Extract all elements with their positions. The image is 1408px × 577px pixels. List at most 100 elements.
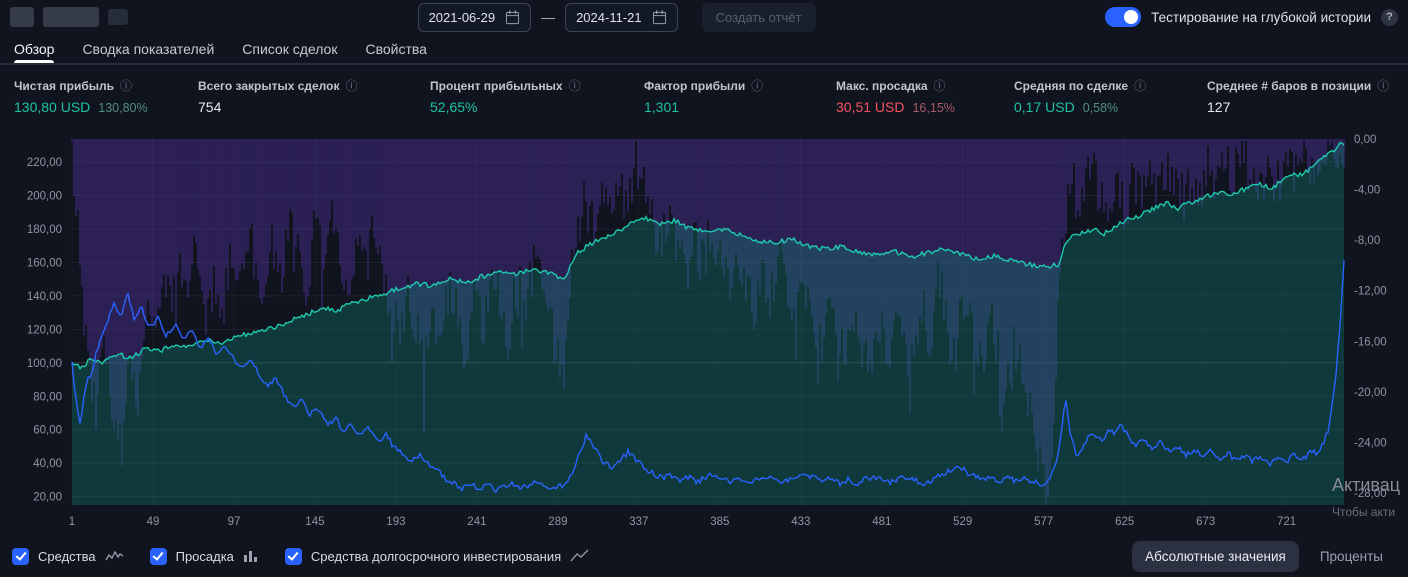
tab-trades-list[interactable]: Список сделок — [242, 34, 337, 63]
metric-profit-factor: Фактор прибыли ⓘ 1,301 — [644, 77, 836, 115]
svg-text:100,00: 100,00 — [27, 358, 62, 370]
strategy-tester-panel: 2021-06-29 — 2024-11-21 Создать отчёт Те… — [0, 0, 1408, 575]
svg-text:721: 721 — [1277, 516, 1296, 528]
absolute-values-button[interactable]: Абсолютные значения — [1132, 541, 1299, 572]
metric-value: 0,17 USD — [1014, 99, 1075, 115]
info-icon[interactable]: ⓘ — [120, 77, 132, 94]
value-mode-switch: Абсолютные значения Проценты — [1132, 541, 1396, 572]
legend-item-equity: Средства — [12, 548, 124, 565]
metric-title: Фактор прибыли — [644, 79, 745, 93]
svg-text:433: 433 — [791, 516, 810, 528]
info-icon[interactable]: ⓘ — [345, 77, 357, 94]
metric-title: Макс. просадка — [836, 79, 928, 93]
date-from-value: 2021-06-29 — [429, 10, 496, 25]
equity-chart-svg[interactable]: 220,00200,00180,00160,00140,00120,00100,… — [0, 127, 1408, 537]
metric-value: 1,301 — [644, 99, 679, 115]
metric-max-drawdown: Макс. просадка ⓘ 30,51 USD 16,15% — [836, 77, 1014, 115]
metric-secondary: 0,58% — [1083, 101, 1118, 115]
info-icon[interactable]: ⓘ — [751, 77, 763, 94]
deep-history-group: Тестирование на глубокой истории ? — [1105, 7, 1398, 27]
date-range-group: 2021-06-29 — 2024-11-21 Создать отчёт — [418, 3, 816, 32]
info-icon[interactable]: ⓘ — [569, 77, 581, 94]
svg-text:20,00: 20,00 — [33, 492, 62, 504]
topbar: 2021-06-29 — 2024-11-21 Создать отчёт Те… — [0, 0, 1408, 34]
metric-avg-trade: Средняя по сделкеⓘ 0,17 USD0,58% — [1014, 77, 1207, 115]
svg-text:97: 97 — [228, 516, 241, 528]
svg-text:200,00: 200,00 — [27, 191, 62, 203]
metric-value: 754 — [198, 99, 221, 115]
deep-history-toggle[interactable] — [1105, 7, 1141, 27]
metric-percent-profitable: Процент прибыльных ⓘ 52,65% — [430, 77, 644, 115]
help-icon[interactable]: ? — [1381, 9, 1398, 26]
date-to-value: 2024-11-21 — [576, 10, 642, 25]
legend-label: Средства — [38, 549, 96, 564]
svg-text:-16,00: -16,00 — [1354, 336, 1387, 348]
svg-text:-28,00: -28,00 — [1354, 488, 1387, 500]
date-to-input[interactable]: 2024-11-21 — [565, 3, 678, 32]
equity-chart[interactable]: 220,00200,00180,00160,00140,00120,00100,… — [0, 127, 1408, 537]
line-chart-icon — [570, 549, 589, 563]
create-report-button[interactable]: Создать отчёт — [702, 3, 816, 32]
report-tabs: Обзор Сводка показателей Список сделок С… — [0, 34, 1408, 65]
svg-text:-20,00: -20,00 — [1354, 387, 1387, 399]
redacted-block — [43, 7, 99, 27]
svg-text:80,00: 80,00 — [33, 391, 62, 403]
metric-title: Процент прибыльных — [430, 79, 563, 93]
metric-avg-bars-in-trade: Среднее # баров в позицииⓘ 127 — [1207, 77, 1389, 115]
info-icon[interactable]: ⓘ — [934, 77, 946, 94]
metric-title: Чистая прибыль — [14, 79, 114, 93]
metric-title: Всего закрытых сделок — [198, 79, 339, 93]
svg-text:140,00: 140,00 — [27, 291, 62, 303]
svg-text:-12,00: -12,00 — [1354, 286, 1387, 298]
svg-text:337: 337 — [629, 516, 648, 528]
date-from-input[interactable]: 2021-06-29 — [418, 3, 532, 32]
tab-performance-summary[interactable]: Сводка показателей — [82, 34, 214, 63]
svg-text:220,00: 220,00 — [27, 157, 62, 169]
metric-value: 52,65% — [430, 99, 477, 115]
svg-text:193: 193 — [386, 516, 405, 528]
svg-text:-8,00: -8,00 — [1354, 235, 1380, 247]
legend-item-drawdown: Просадка — [150, 548, 259, 565]
metric-secondary: 130,80% — [98, 101, 147, 115]
calendar-icon[interactable] — [652, 10, 667, 25]
histogram-icon — [243, 549, 259, 563]
svg-text:120,00: 120,00 — [27, 324, 62, 336]
metrics-row: Чистая прибыльⓘ 130,80 USD130,80% Всего … — [0, 65, 1408, 125]
metric-total-closed-trades: Всего закрытых сделок ⓘ 754 — [198, 77, 430, 115]
svg-text:289: 289 — [548, 516, 567, 528]
redacted-block — [108, 9, 128, 25]
buyhold-checkbox[interactable] — [285, 548, 302, 565]
svg-text:577: 577 — [1034, 516, 1053, 528]
svg-text:49: 49 — [147, 516, 160, 528]
metric-secondary: 16,15% — [912, 101, 954, 115]
percent-values-button[interactable]: Проценты — [1307, 541, 1396, 572]
metric-title: Среднее # баров в позиции — [1207, 79, 1371, 93]
info-icon[interactable]: ⓘ — [1377, 77, 1389, 94]
svg-text:481: 481 — [872, 516, 891, 528]
svg-text:385: 385 — [710, 516, 729, 528]
svg-text:1: 1 — [69, 516, 75, 528]
metric-value: 30,51 USD — [836, 99, 904, 115]
svg-text:-4,00: -4,00 — [1354, 185, 1380, 197]
legend-item-buyhold: Средства долгосрочного инвестирования — [285, 548, 589, 565]
tab-properties[interactable]: Свойства — [365, 34, 426, 63]
legend-label: Просадка — [176, 549, 234, 564]
deep-history-label: Тестирование на глубокой истории — [1151, 10, 1371, 25]
info-icon[interactable]: ⓘ — [1134, 77, 1146, 94]
svg-text:0,00: 0,00 — [1354, 134, 1376, 146]
toggle-knob — [1124, 10, 1138, 24]
svg-text:145: 145 — [305, 516, 324, 528]
legend-label: Средства долгосрочного инвестирования — [311, 549, 561, 564]
redacted-block — [10, 7, 34, 27]
svg-text:673: 673 — [1196, 516, 1215, 528]
svg-text:60,00: 60,00 — [33, 425, 62, 437]
calendar-icon[interactable] — [505, 10, 520, 25]
svg-text:40,00: 40,00 — [33, 458, 62, 470]
svg-text:529: 529 — [953, 516, 972, 528]
svg-text:180,00: 180,00 — [27, 224, 62, 236]
svg-text:160,00: 160,00 — [27, 258, 62, 270]
equity-checkbox[interactable] — [12, 548, 29, 565]
svg-text:-24,00: -24,00 — [1354, 437, 1387, 449]
drawdown-checkbox[interactable] — [150, 548, 167, 565]
tab-overview[interactable]: Обзор — [14, 34, 54, 63]
